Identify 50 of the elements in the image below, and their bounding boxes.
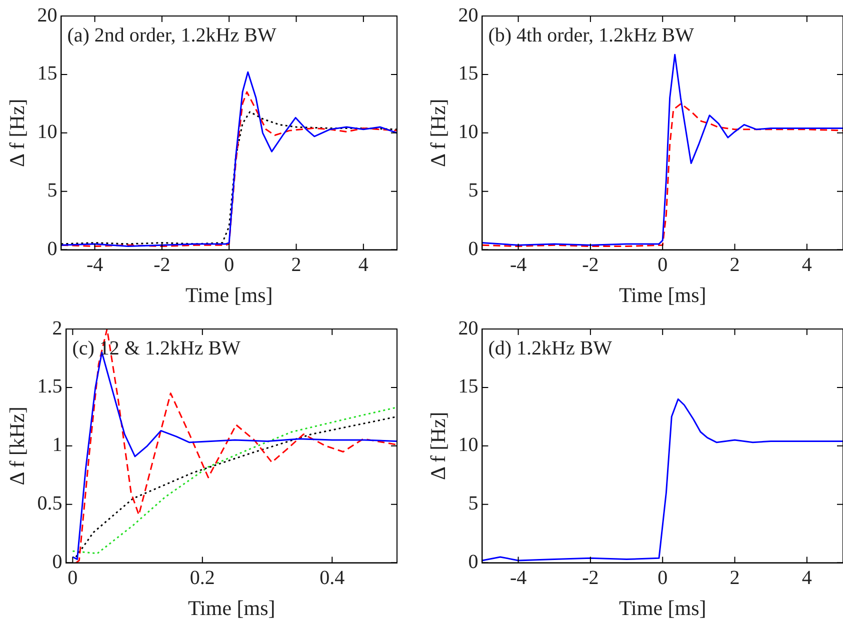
x-axis-title: Time [ms] <box>188 596 276 620</box>
x-tick-label: 4 <box>802 254 812 276</box>
x-axis-title: Time [ms] <box>185 282 273 307</box>
y-tick-label: 5 <box>468 180 478 202</box>
y-axis-title: Δ f [Hz] <box>426 412 450 480</box>
x-tick-label: -2 <box>154 254 170 276</box>
annotation: (d) 1.2kHz BW <box>488 337 612 360</box>
x-tick-label: -2 <box>582 254 599 276</box>
x-tick-label: -4 <box>510 254 527 276</box>
x-axis-title: Time [ms] <box>618 596 706 620</box>
y-tick-label: 1 <box>52 434 62 456</box>
annotation: (b) 4th order, 1.2kHz BW <box>488 24 694 46</box>
x-tick-label: 2 <box>730 254 740 276</box>
y-tick-label: 10 <box>37 121 58 144</box>
y-tick-label: 10 <box>458 121 478 144</box>
x-tick-label: 0 <box>658 567 668 590</box>
x-tick-label: 0.4 <box>320 567 345 590</box>
x-tick-label: -4 <box>86 254 104 276</box>
y-tick-label: 1.5 <box>37 376 62 398</box>
y-axis-title: Δ f [kHz] <box>5 406 30 486</box>
y-tick-label: 0.5 <box>37 492 62 515</box>
annotation: (a) 2nd order, 1.2kHz BW <box>67 24 276 46</box>
x-axis-title: Time [ms] <box>618 282 706 307</box>
x-tick-label: -4 <box>510 567 527 590</box>
x-tick-label: -2 <box>582 567 599 590</box>
y-tick-label: 20 <box>458 317 478 340</box>
line-series <box>482 102 843 248</box>
x-tick-label: 0 <box>68 567 78 590</box>
x-tick-label: 2 <box>291 254 302 276</box>
y-tick-label: 5 <box>468 492 478 515</box>
x-tick-label: 0.2 <box>190 567 215 590</box>
x-tick-label: 0 <box>658 254 668 276</box>
y-axis-title: Δ f [Hz] <box>426 98 450 168</box>
y-tick-label: 0 <box>468 551 478 574</box>
y-tick-label: 10 <box>458 434 478 456</box>
y-axis-title: Δ f [Hz] <box>5 98 30 168</box>
y-tick-label: 5 <box>47 180 58 202</box>
x-tick-label: 4 <box>358 254 368 276</box>
y-tick-label: 0 <box>52 551 62 574</box>
x-tick-label: 0 <box>224 254 234 276</box>
y-tick-label: 0 <box>468 238 478 260</box>
x-tick-label: 2 <box>730 567 740 590</box>
y-tick-label: 20 <box>458 4 478 26</box>
y-tick-label: 20 <box>37 4 58 26</box>
y-tick-label: 0 <box>47 238 58 260</box>
x-tick-label: 4 <box>802 567 812 590</box>
y-tick-label: 2 <box>52 317 62 340</box>
y-tick-label: 15 <box>458 376 478 398</box>
y-tick-label: 15 <box>458 62 478 85</box>
y-tick-label: 15 <box>37 62 58 85</box>
